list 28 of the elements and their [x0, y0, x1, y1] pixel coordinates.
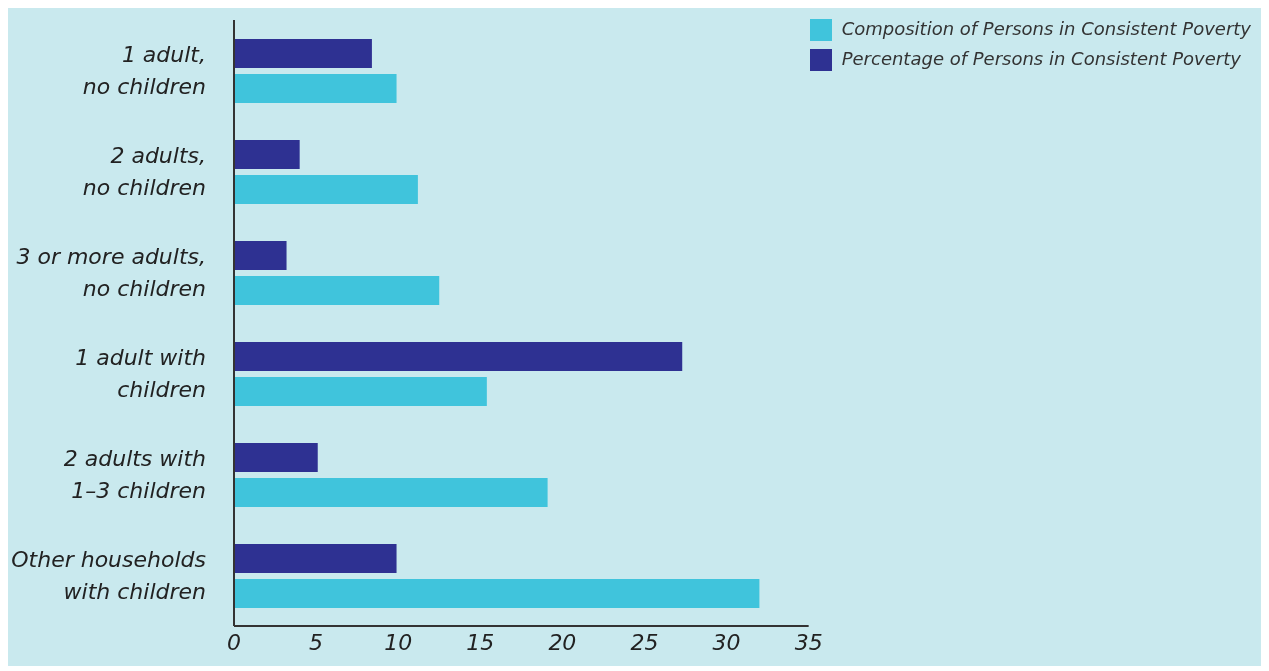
x-tick-label: 30 — [712, 629, 741, 655]
y-tick-label: 1 adult with children — [75, 344, 206, 402]
y-tick-label: 2 adults with 1–3 children — [63, 445, 206, 503]
bar — [234, 39, 372, 68]
bar — [234, 140, 300, 169]
y-tick-label: 3 or more adults, no children — [16, 243, 206, 301]
y-tick-label: 2 adults, no children — [82, 142, 206, 200]
x-tick-label: 15 — [466, 629, 495, 655]
bar — [234, 443, 318, 472]
bar — [234, 478, 548, 507]
bar — [234, 579, 760, 608]
bar — [234, 175, 418, 204]
bar — [234, 342, 683, 371]
bar — [234, 544, 397, 573]
y-tick-label: 1 adult, no children — [82, 41, 206, 99]
y-tick-label: Other households with children — [11, 546, 206, 604]
bar — [234, 241, 287, 270]
x-tick-label: 20 — [548, 629, 577, 655]
x-tick-label: 10 — [384, 629, 413, 655]
bar — [234, 377, 487, 406]
legend-label: Percentage of Persons in Consistent Poverty — [841, 48, 1241, 69]
bar — [234, 74, 397, 103]
legend-label: Composition of Persons in Consistent Poverty — [841, 18, 1251, 39]
x-tick-label: 25 — [630, 629, 659, 655]
x-tick-label: 35 — [794, 629, 823, 655]
bar — [234, 276, 440, 305]
x-tick-label: 5 — [309, 629, 324, 655]
x-tick-label: 0 — [227, 629, 241, 655]
